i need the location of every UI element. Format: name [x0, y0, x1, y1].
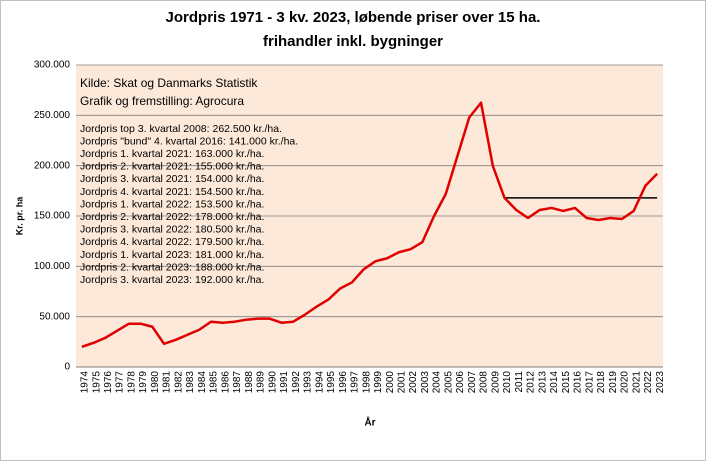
x-tick-label: 2019	[608, 371, 619, 394]
x-tick-label: 1996	[338, 371, 349, 394]
x-tick-label: 1977	[115, 371, 126, 394]
annotation: Jordpris 1. kvartal 2022: 153.500 kr./ha…	[80, 198, 264, 210]
annotation: Jordpris 1. kvartal 2023: 181.000 kr./ha…	[80, 249, 264, 261]
x-tick-label: 1985	[209, 371, 220, 394]
y-tick-label: 50.000	[39, 311, 70, 322]
annotation: Jordpris 3. kvartal 2021: 154.000 kr./ha…	[80, 173, 264, 185]
y-tick-label: 100.000	[34, 261, 71, 272]
x-tick-label: 2005	[443, 371, 454, 394]
annotation: Jordpris 4. kvartal 2022: 179.500 kr./ha…	[80, 236, 264, 248]
x-tick-label: 1976	[103, 371, 114, 394]
y-tick-label: 300.000	[34, 60, 71, 71]
y-tick-label: 250.000	[34, 110, 71, 121]
x-tick-label: 1979	[138, 371, 149, 394]
x-tick-label: 2023	[655, 371, 666, 394]
x-tick-label: 2018	[596, 371, 607, 394]
x-tick-label: 2008	[479, 371, 490, 394]
x-tick-label: 1997	[350, 371, 361, 394]
x-tick-label: 1990	[267, 371, 278, 394]
x-tick-label: 2002	[408, 371, 419, 394]
x-tick-label: 1987	[232, 371, 243, 394]
x-tick-label: 2016	[573, 371, 584, 394]
x-tick-label: 1983	[185, 371, 196, 394]
x-tick-label: 2007	[467, 371, 478, 394]
chart-subtitle: frihandler inkl. bygninger	[263, 33, 443, 50]
y-tick-label: 150.000	[34, 211, 71, 222]
x-tick-label: 2004	[432, 371, 443, 394]
x-tick-label: 1989	[256, 371, 267, 394]
x-tick-label: 1981	[162, 371, 173, 394]
x-tick-label: 2010	[502, 371, 513, 394]
data-line	[81, 101, 659, 349]
x-tick-label: 2012	[526, 371, 537, 394]
x-tick-label: 1982	[173, 371, 184, 394]
x-tick-label: 2020	[620, 371, 631, 394]
x-tick-label: 1992	[291, 371, 302, 394]
y-tick-label: 0	[64, 362, 70, 373]
x-tick-label: 1995	[326, 371, 337, 394]
x-tick-label: 1999	[373, 371, 384, 394]
x-tick-label: 2022	[643, 371, 654, 394]
note: Kilde: Skat og Danmarks Statistik	[80, 76, 258, 90]
x-tick-label: 2009	[490, 371, 501, 394]
x-tick-label: 1980	[150, 371, 161, 394]
x-tick-label: 2000	[385, 371, 396, 394]
annotation: Jordpris 2. kvartal 2021: 155.000 kr./ha…	[80, 161, 264, 173]
annotation: Jordpris "bund" 4. kvartal 2016: 141.000…	[80, 135, 298, 147]
annotation: Jordpris 3. kvartal 2023: 192.000 kr./ha…	[80, 274, 264, 286]
x-tick-label: 2011	[514, 371, 525, 393]
x-tick-label: 1993	[303, 371, 314, 394]
x-tick-label: 2003	[420, 371, 431, 394]
x-tick-label: 2014	[549, 371, 560, 394]
annotation: Jordpris 2. kvartal 2023: 188.000 kr./ha…	[80, 261, 264, 273]
x-tick-label: 1974	[80, 371, 91, 394]
annotation: Jordpris 4. kvartal 2021: 154.500 kr./ha…	[80, 186, 264, 198]
x-tick-label: 1975	[91, 371, 102, 394]
annotation: Jordpris 2. kvartal 2022: 178.000 kr./ha…	[80, 211, 264, 223]
x-tick-label: 2001	[396, 371, 407, 394]
annotation: Jordpris top 3. kvartal 2008: 262.500 kr…	[80, 123, 282, 135]
x-tick-label: 2015	[561, 371, 572, 394]
x-tick-label: 2017	[584, 371, 595, 394]
y-axis-label: Kr. pr. ha	[14, 196, 24, 236]
x-tick-label: 1978	[126, 371, 137, 394]
x-tick-label: 1998	[361, 371, 372, 394]
note: Grafik og fremstilling: Agrocura	[80, 94, 244, 108]
y-tick-label: 200.000	[34, 160, 71, 171]
x-tick-label: 2013	[537, 371, 548, 394]
x-tick-label: 2006	[455, 371, 466, 394]
annotation: Jordpris 3. kvartal 2022: 180.500 kr./ha…	[80, 224, 264, 236]
x-tick-label: 1988	[244, 371, 255, 394]
x-tick-label: 1984	[197, 371, 208, 394]
x-tick-label: 1994	[314, 371, 325, 394]
x-tick-label: 1991	[279, 371, 290, 394]
annotation: Jordpris 1. kvartal 2021: 163.000 kr./ha…	[80, 148, 264, 160]
x-tick-label: 2021	[631, 371, 642, 394]
chart-title: Jordpris 1971 - 3 kv. 2023, løbende pris…	[166, 9, 541, 26]
x-tick-label: 1986	[220, 371, 231, 394]
x-axis-label: År	[364, 416, 375, 429]
